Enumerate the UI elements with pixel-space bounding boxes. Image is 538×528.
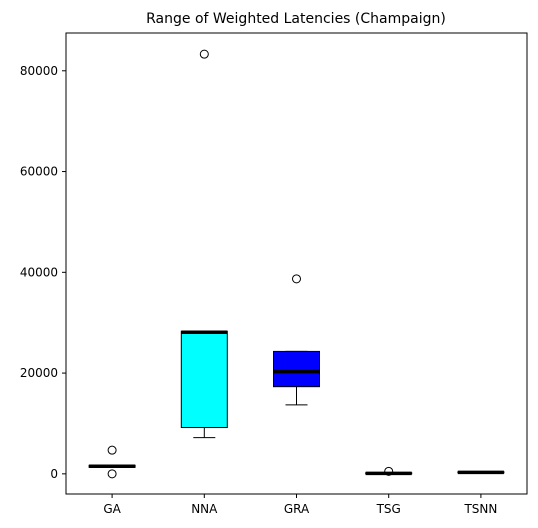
outlier-tsg-0 [384, 466, 394, 476]
y-tick-label: 80000 [20, 64, 58, 78]
x-tick-label: NNA [191, 502, 218, 516]
plot-area [88, 49, 505, 479]
x-tick-label: TSNN [463, 502, 497, 516]
y-tick-label: 20000 [20, 366, 58, 380]
outlier-gra-0 [292, 274, 301, 284]
plot-frame [65, 32, 528, 495]
axes: 0 20000 40000 60000 80000 GA NNA GRA TSG TSNN [20, 32, 528, 516]
outlier-nna-0 [199, 49, 209, 59]
y-tick-label: 40000 [20, 265, 58, 279]
y-tick-label: 0 [50, 467, 58, 481]
x-tick-label: GRA [284, 502, 310, 516]
outlier-ga-1 [107, 469, 117, 479]
box-nna [180, 330, 228, 428]
x-tick-label: TSG [376, 502, 401, 516]
outlier-ga-0 [107, 445, 117, 455]
y-tick-label: 60000 [20, 165, 58, 179]
chart-title: Range of Weighted Latencies (Champaign) [146, 11, 446, 27]
x-tick-label: GA [103, 502, 121, 516]
box-gra [273, 350, 320, 388]
